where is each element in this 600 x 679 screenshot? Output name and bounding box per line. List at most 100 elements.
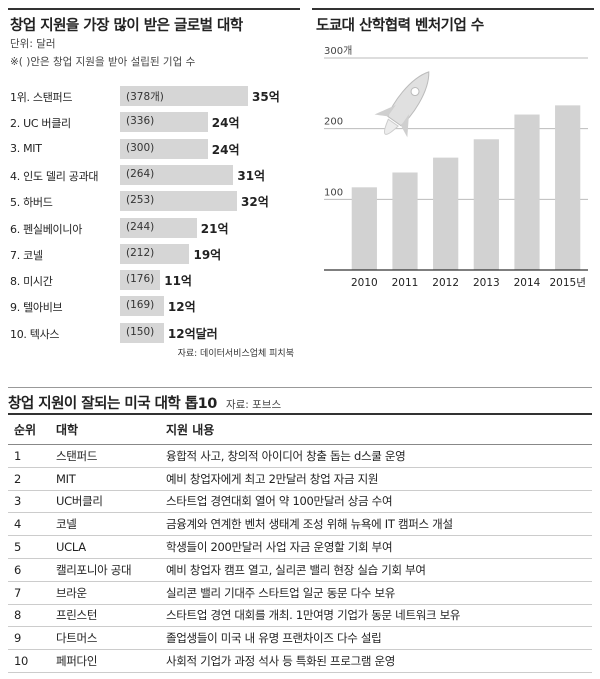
y-tick-label: 100 [324, 187, 343, 198]
bar [433, 157, 459, 270]
y-tick-label: 200 [324, 117, 343, 128]
bar-category-label: 5. 하버드 [10, 196, 53, 210]
table-row: 4 코넬 금융계와 연계한 벤처 생태계 조성 위해 뉴욕에 IT 캠퍼스 개설 [8, 512, 592, 537]
table-title: 창업 지원이 잘되는 미국 대학 톱10 [8, 396, 217, 412]
x-tick-label: 2015년 [549, 277, 585, 289]
support-cell: 예비 창업자 캠프 열고, 실리콘 밸리 현장 실습 기회 부여 [160, 558, 592, 582]
bar-company-count: (378개) [126, 91, 164, 103]
bar-company-count: (244) [126, 220, 155, 233]
support-cell: 졸업생들이 미국 내 유명 프랜차이즈 다수 설립 [160, 626, 592, 651]
support-cell: 예비 창업자에게 최고 2만달러 창업 자금 지원 [160, 467, 592, 491]
bar-value-label: 19억 [193, 247, 222, 262]
bar [120, 138, 208, 159]
support-cell: 금융계와 연계한 벤처 생태계 조성 위해 뉴욕에 IT 캠퍼스 개설 [160, 512, 592, 537]
rocket-icon [374, 71, 430, 138]
bar-value-label: 12억달러 [167, 326, 218, 341]
university-cell: 프린스턴 [50, 604, 160, 628]
vertical-bar-chart: 300개 100 200 2010 2011 2012 2013 2014 2015년 [324, 45, 588, 289]
university-cell: 코넬 [50, 512, 160, 537]
rank-cell: 10 [8, 649, 50, 673]
table-row: 1 스탠퍼드 융합적 사고, 창의적 아이디어 창출 돕는 d스쿨 운영 [8, 444, 592, 468]
bar-category-label: 7. 코넬 [10, 248, 43, 262]
bar [120, 112, 208, 133]
x-tick-label: 2012 [432, 277, 459, 289]
rank-cell: 2 [8, 467, 50, 491]
table-row: 6 캘리포니아 공대 예비 창업자 캠프 열고, 실리콘 밸리 현장 실습 기회 부… [8, 558, 592, 582]
table-source: 자료: 포브스 [225, 399, 282, 411]
bar-company-count: (336) [126, 115, 155, 128]
rank-cell: 6 [8, 558, 50, 582]
bar-value-label: 12억 [167, 300, 196, 315]
bar-company-count: (300) [126, 141, 155, 154]
rank-cell: 3 [8, 490, 50, 514]
bar-category-label: 3. MIT [10, 141, 42, 155]
university-cell: MIT [50, 467, 160, 491]
table-row: 5 UCLA 학생들이 200만달러 사업 자금 운영할 기회 부여 [8, 535, 592, 559]
university-cell: 캘리포니아 공대 [50, 558, 160, 582]
right-chart-title: 도쿄대 산학협력 벤처기업 수 [316, 18, 484, 34]
x-tick-label: 2014 [514, 277, 541, 289]
university-cell: UC버클리 [50, 490, 160, 514]
rank-cell: 1 [8, 444, 50, 468]
bar-company-count: (264) [126, 167, 155, 180]
university-cell: UCLA [50, 535, 160, 559]
bar-category-label: 4. 인도 델리 공과대 [10, 169, 99, 183]
bar-category-label: 6. 펜실베이니아 [10, 222, 83, 236]
bar-company-count: (253) [126, 194, 155, 207]
bar-company-count: (150) [126, 325, 155, 338]
table-header-row: 순위 대학 지원 내용 [8, 413, 592, 445]
bar [473, 139, 499, 270]
left-chart-title: 창업 지원을 가장 많이 받은 글로벌 대학 [10, 18, 243, 34]
table-row: 10 페퍼다인 사회적 기업가 과정 석사 등 특화된 프로그램 운영 [8, 649, 592, 673]
left-chart-source: 자료: 데이터서비스업체 피치북 [177, 349, 294, 359]
bar-category-label: 8. 미시간 [10, 275, 53, 289]
rank-cell: 4 [8, 512, 50, 537]
bar [120, 243, 190, 264]
bar-value-label: 11억 [164, 274, 192, 289]
rank-cell: 9 [8, 626, 50, 651]
bar-value-label: 24억 [211, 142, 240, 157]
bar [351, 187, 377, 270]
table-row: 3 UC버클리 스타트업 경연대회 열어 약 100만달러 상금 수여 [8, 490, 592, 514]
us-universities-table: 순위 대학 지원 내용 1 스탠퍼드 융합적 사고, 창의적 아이디어 창출 돕는 … [8, 413, 592, 673]
col-rank-header: 순위 [8, 413, 50, 445]
university-cell: 다트머스 [50, 626, 160, 651]
bar-category-label: 1위. 스탠퍼드 [10, 91, 73, 104]
bar-category-label: 9. 텔아비브 [10, 301, 63, 315]
section-divider [8, 387, 592, 388]
col-support-header: 지원 내용 [160, 413, 592, 445]
y-tick-label: 300개 [324, 45, 352, 57]
bar [120, 86, 248, 106]
bar-value-label: 31억 [237, 168, 266, 183]
bar-value-label: 35억 [252, 90, 280, 104]
bar [120, 270, 161, 291]
col-university-header: 대학 [50, 413, 160, 445]
bar [514, 114, 540, 271]
tokyo-ventures-panel: 도쿄대 산학협력 벤처기업 수 300개 100 200 2010 2011 2012 20… [312, 8, 594, 308]
rank-cell: 8 [8, 604, 50, 628]
table-title-block: 창업 지원이 잘되는 미국 대학 톱10 자료: 포브스 [8, 392, 281, 413]
bar-company-count: (169) [126, 299, 155, 312]
rank-cell: 5 [8, 535, 50, 559]
bar-category-label: 2. UC 버클리 [10, 117, 71, 131]
bar-category-label: 10. 텍사스 [10, 327, 60, 341]
bar-company-count: (212) [126, 246, 155, 259]
bar [120, 296, 164, 317]
rank-cell: 7 [8, 581, 50, 605]
university-cell: 브라운 [50, 581, 160, 605]
support-cell: 융합적 사고, 창의적 아이디어 창출 돕는 d스쿨 운영 [160, 444, 592, 468]
support-cell: 스타트업 경연 대회를 개최. 1만여명 기업가 동문 네트워크 보유 [160, 604, 592, 628]
bar [120, 322, 164, 343]
x-tick-label: 2013 [473, 277, 500, 289]
bar-value-label: 21억 [200, 221, 229, 236]
x-tick-label: 2011 [392, 277, 419, 289]
panel-top-rule [312, 8, 594, 10]
global-universities-panel: 창업 지원을 가장 많이 받은 글로벌 대학 단위: 달러 ※( )안은 창업 … [8, 8, 300, 380]
left-chart-note: ※( )안은 창업 지원을 받아 설립된 기업 수 [10, 56, 196, 68]
support-cell: 사회적 기업가 과정 석사 등 특화된 프로그램 운영 [160, 649, 592, 673]
university-cell: 페퍼다인 [50, 649, 160, 673]
university-cell: 스탠퍼드 [50, 444, 160, 468]
bar-value-label: 32억 [241, 195, 269, 210]
x-tick-label: 2010 [351, 277, 378, 289]
support-cell: 스타트업 경연대회 열어 약 100만달러 상금 수여 [160, 490, 592, 514]
